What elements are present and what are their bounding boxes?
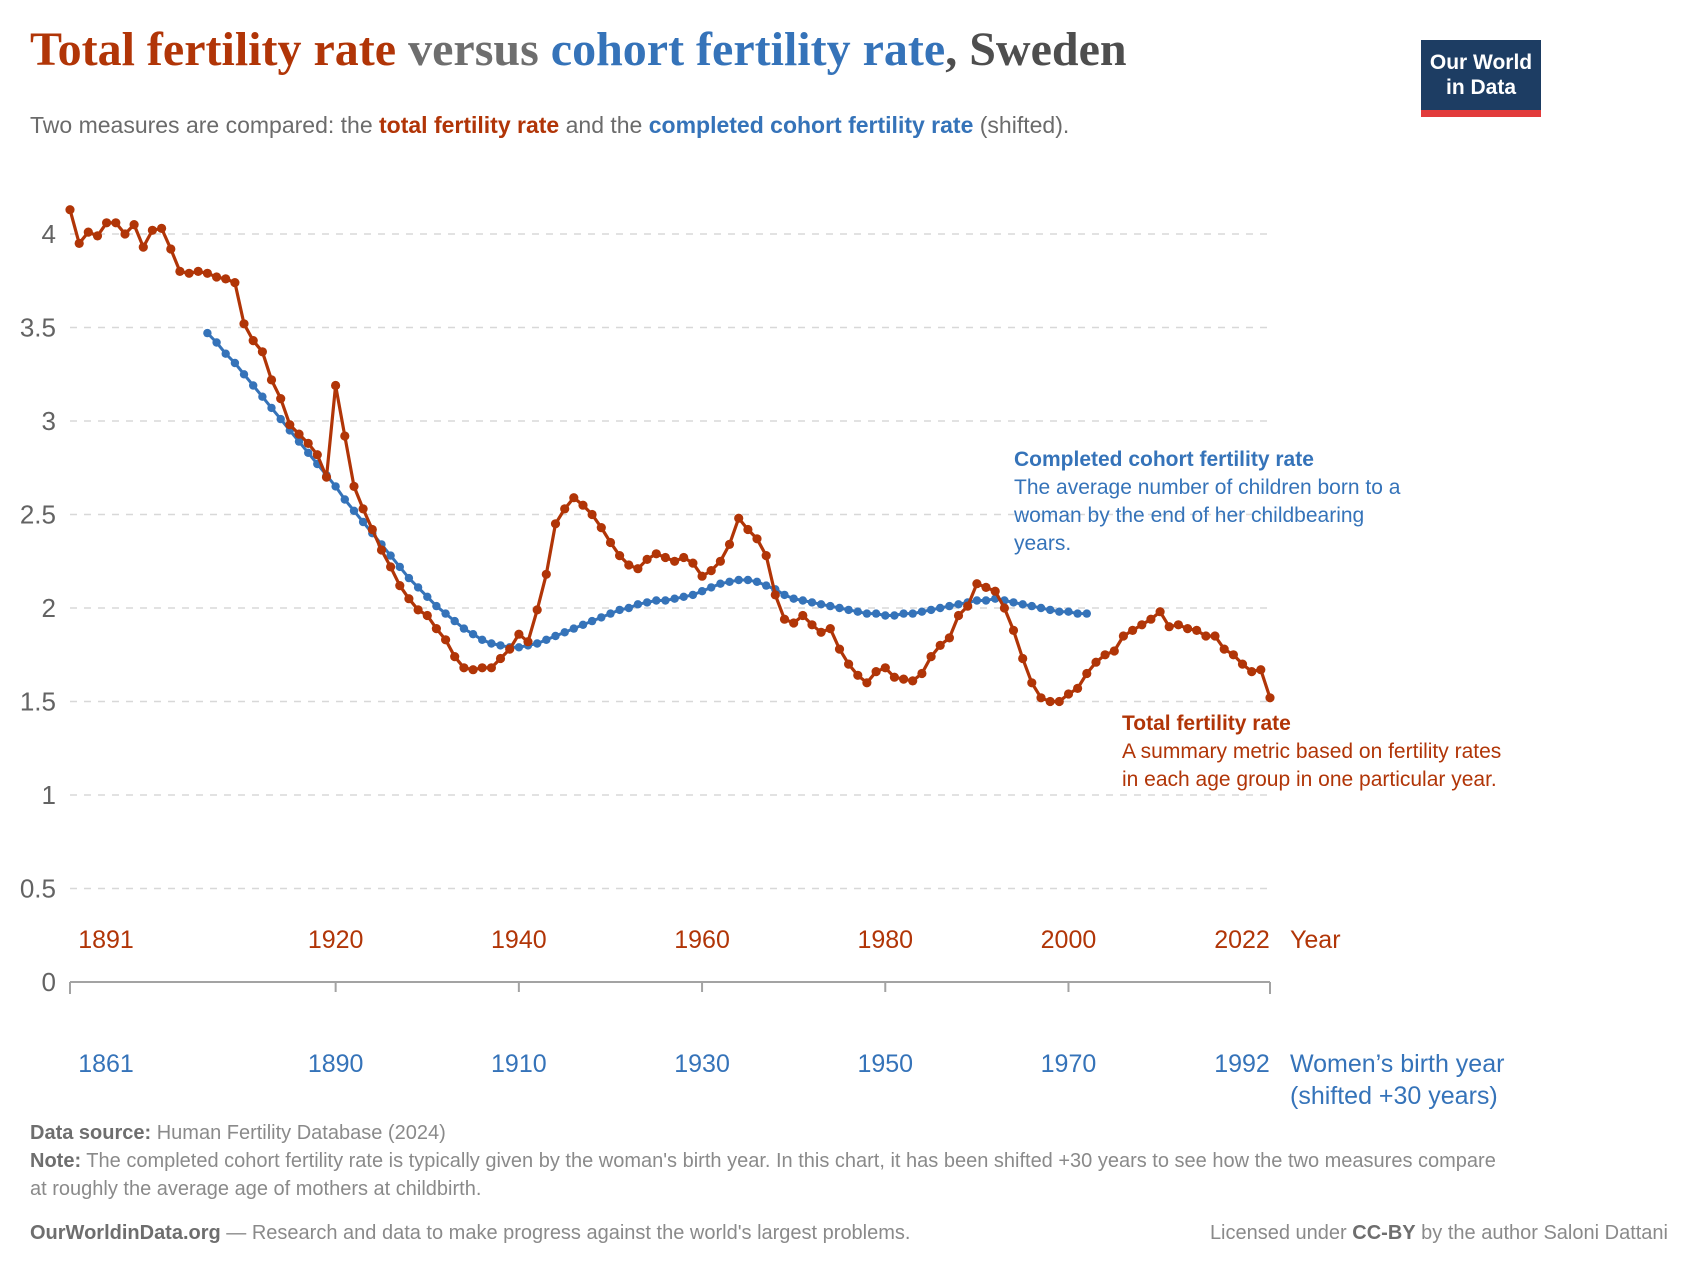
x-axis-birth-year-labels: 1861 1890 1910 1930 1950 1970 1992 Women’s birt… xyxy=(78,1050,1504,1110)
svg-text:1861: 1861 xyxy=(78,1050,134,1078)
y-axis-tick-labels: 0 0.5 1 1.5 2 2.5 3 3.5 4 xyxy=(20,219,56,997)
total-fertility-series[interactable] xyxy=(65,205,1275,707)
x-axis-year-labels: 1891 1920 1940 1960 1980 2000 2022 Year xyxy=(78,926,1340,954)
page-title: Total fertility rate versus cohort ferti… xyxy=(30,22,1410,77)
svg-text:1992: 1992 xyxy=(1214,1050,1270,1078)
owid-site-link[interactable]: OurWorldinData.org xyxy=(30,1222,221,1244)
title-total-fertility-rate: Total fertility rate xyxy=(30,23,397,76)
owid-tagline-text: — Research and data to make progress aga… xyxy=(220,1222,911,1244)
cohort-annotation-title: Completed cohort fertility rate xyxy=(1014,448,1314,471)
tfr-series-annotation: Total fertility rate A summary metric ba… xyxy=(1122,710,1522,794)
subtitle-text: Two measures are compared: the xyxy=(30,112,379,138)
subtitle-cohort-term: completed cohort fertility rate xyxy=(648,112,974,138)
data-source-value: Human Fertility Database (2024) xyxy=(151,1122,446,1144)
license-pre: Licensed under xyxy=(1209,1222,1353,1244)
svg-text:2022: 2022 xyxy=(1214,926,1270,954)
footer-bottom-row: OurWorldinData.org — Research and data t… xyxy=(30,1222,1668,1245)
svg-text:1890: 1890 xyxy=(308,1050,364,1078)
svg-text:0: 0 xyxy=(42,967,56,997)
title-country: , Sweden xyxy=(945,23,1127,76)
x-axis-title-year: Year xyxy=(1290,926,1341,954)
svg-text:1960: 1960 xyxy=(674,926,730,954)
cohort-series-annotation: Completed cohort fertility rate The aver… xyxy=(1014,446,1414,558)
subtitle-connector: and the xyxy=(559,112,649,138)
svg-text:0.5: 0.5 xyxy=(20,874,56,904)
cohort-fertility-series[interactable] xyxy=(203,328,1092,652)
svg-text:4: 4 xyxy=(42,219,56,249)
svg-text:1891: 1891 xyxy=(78,926,134,954)
subtitle-tfr-term: total fertility rate xyxy=(379,112,560,138)
license-cc-by[interactable]: CC-BY xyxy=(1352,1222,1416,1244)
svg-text:1970: 1970 xyxy=(1041,1050,1097,1078)
chart-subtitle: Two measures are compared: the total fer… xyxy=(30,112,1390,139)
note-text: The completed cohort fertility rate is t… xyxy=(30,1150,1496,1200)
title-cohort-fertility-rate: cohort fertility rate xyxy=(550,23,946,76)
owid-tagline: OurWorldinData.org — Research and data t… xyxy=(30,1222,910,1245)
svg-text:2000: 2000 xyxy=(1041,926,1097,954)
owid-logo[interactable]: Our World in Data xyxy=(1421,40,1541,117)
x-axis-title-birth-year: Women’s birth year xyxy=(1290,1050,1504,1078)
data-source-line: Data source: Human Fertility Database (2… xyxy=(30,1119,1530,1147)
license-note: Licensed under CC-BY by the author Salon… xyxy=(1210,1222,1668,1245)
svg-text:1.5: 1.5 xyxy=(20,687,56,717)
tfr-annotation-description: A summary metric based on fertility rate… xyxy=(1122,740,1502,791)
svg-text:3: 3 xyxy=(42,406,56,436)
title-versus: versus xyxy=(396,23,551,76)
svg-text:1980: 1980 xyxy=(857,926,913,954)
svg-text:2: 2 xyxy=(42,593,56,623)
svg-text:1950: 1950 xyxy=(857,1050,913,1078)
svg-text:1910: 1910 xyxy=(491,1050,547,1078)
svg-text:3.5: 3.5 xyxy=(20,313,56,343)
note-line: Note: The completed cohort fertility rat… xyxy=(30,1147,1500,1203)
x-axis xyxy=(69,981,1271,994)
svg-text:1: 1 xyxy=(42,780,56,810)
license-post: by the author Saloni Dattani xyxy=(1415,1222,1668,1244)
svg-text:1940: 1940 xyxy=(491,926,547,954)
svg-text:2.5: 2.5 xyxy=(20,500,56,530)
data-source-label: Data source: xyxy=(30,1122,152,1144)
cohort-annotation-description: The average number of children born to a… xyxy=(1014,476,1401,555)
owid-logo-line2: in Data xyxy=(1445,76,1516,99)
svg-text:1930: 1930 xyxy=(674,1050,730,1078)
note-label: Note: xyxy=(30,1150,82,1172)
subtitle-suffix: (shifted). xyxy=(973,112,1070,138)
owid-logo-line1: Our World xyxy=(1429,51,1533,74)
x-axis-title-birth-year: (shifted +30 years) xyxy=(1290,1082,1498,1110)
tfr-annotation-title: Total fertility rate xyxy=(1122,712,1291,735)
svg-text:1920: 1920 xyxy=(308,926,364,954)
